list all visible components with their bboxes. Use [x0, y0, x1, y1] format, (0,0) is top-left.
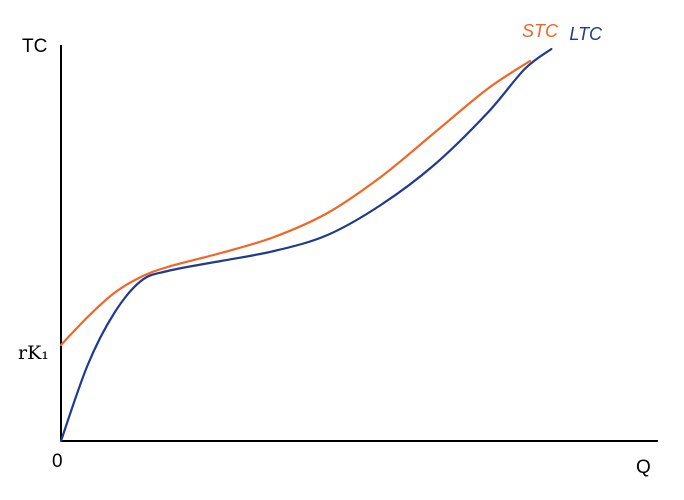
- series-label-ltc: LTC: [569, 24, 603, 44]
- series-layer: STC LTC: [59, 21, 603, 443]
- x-axis-label: Q: [636, 457, 651, 478]
- y-axis-label: TC: [22, 36, 47, 57]
- origin-label: 0: [52, 451, 63, 472]
- series-label-stc: STC: [522, 21, 559, 41]
- series-line-ltc: [59, 47, 553, 443]
- y-tick-label-rk1: rK₁: [18, 342, 49, 364]
- series-line-stc: [59, 59, 532, 347]
